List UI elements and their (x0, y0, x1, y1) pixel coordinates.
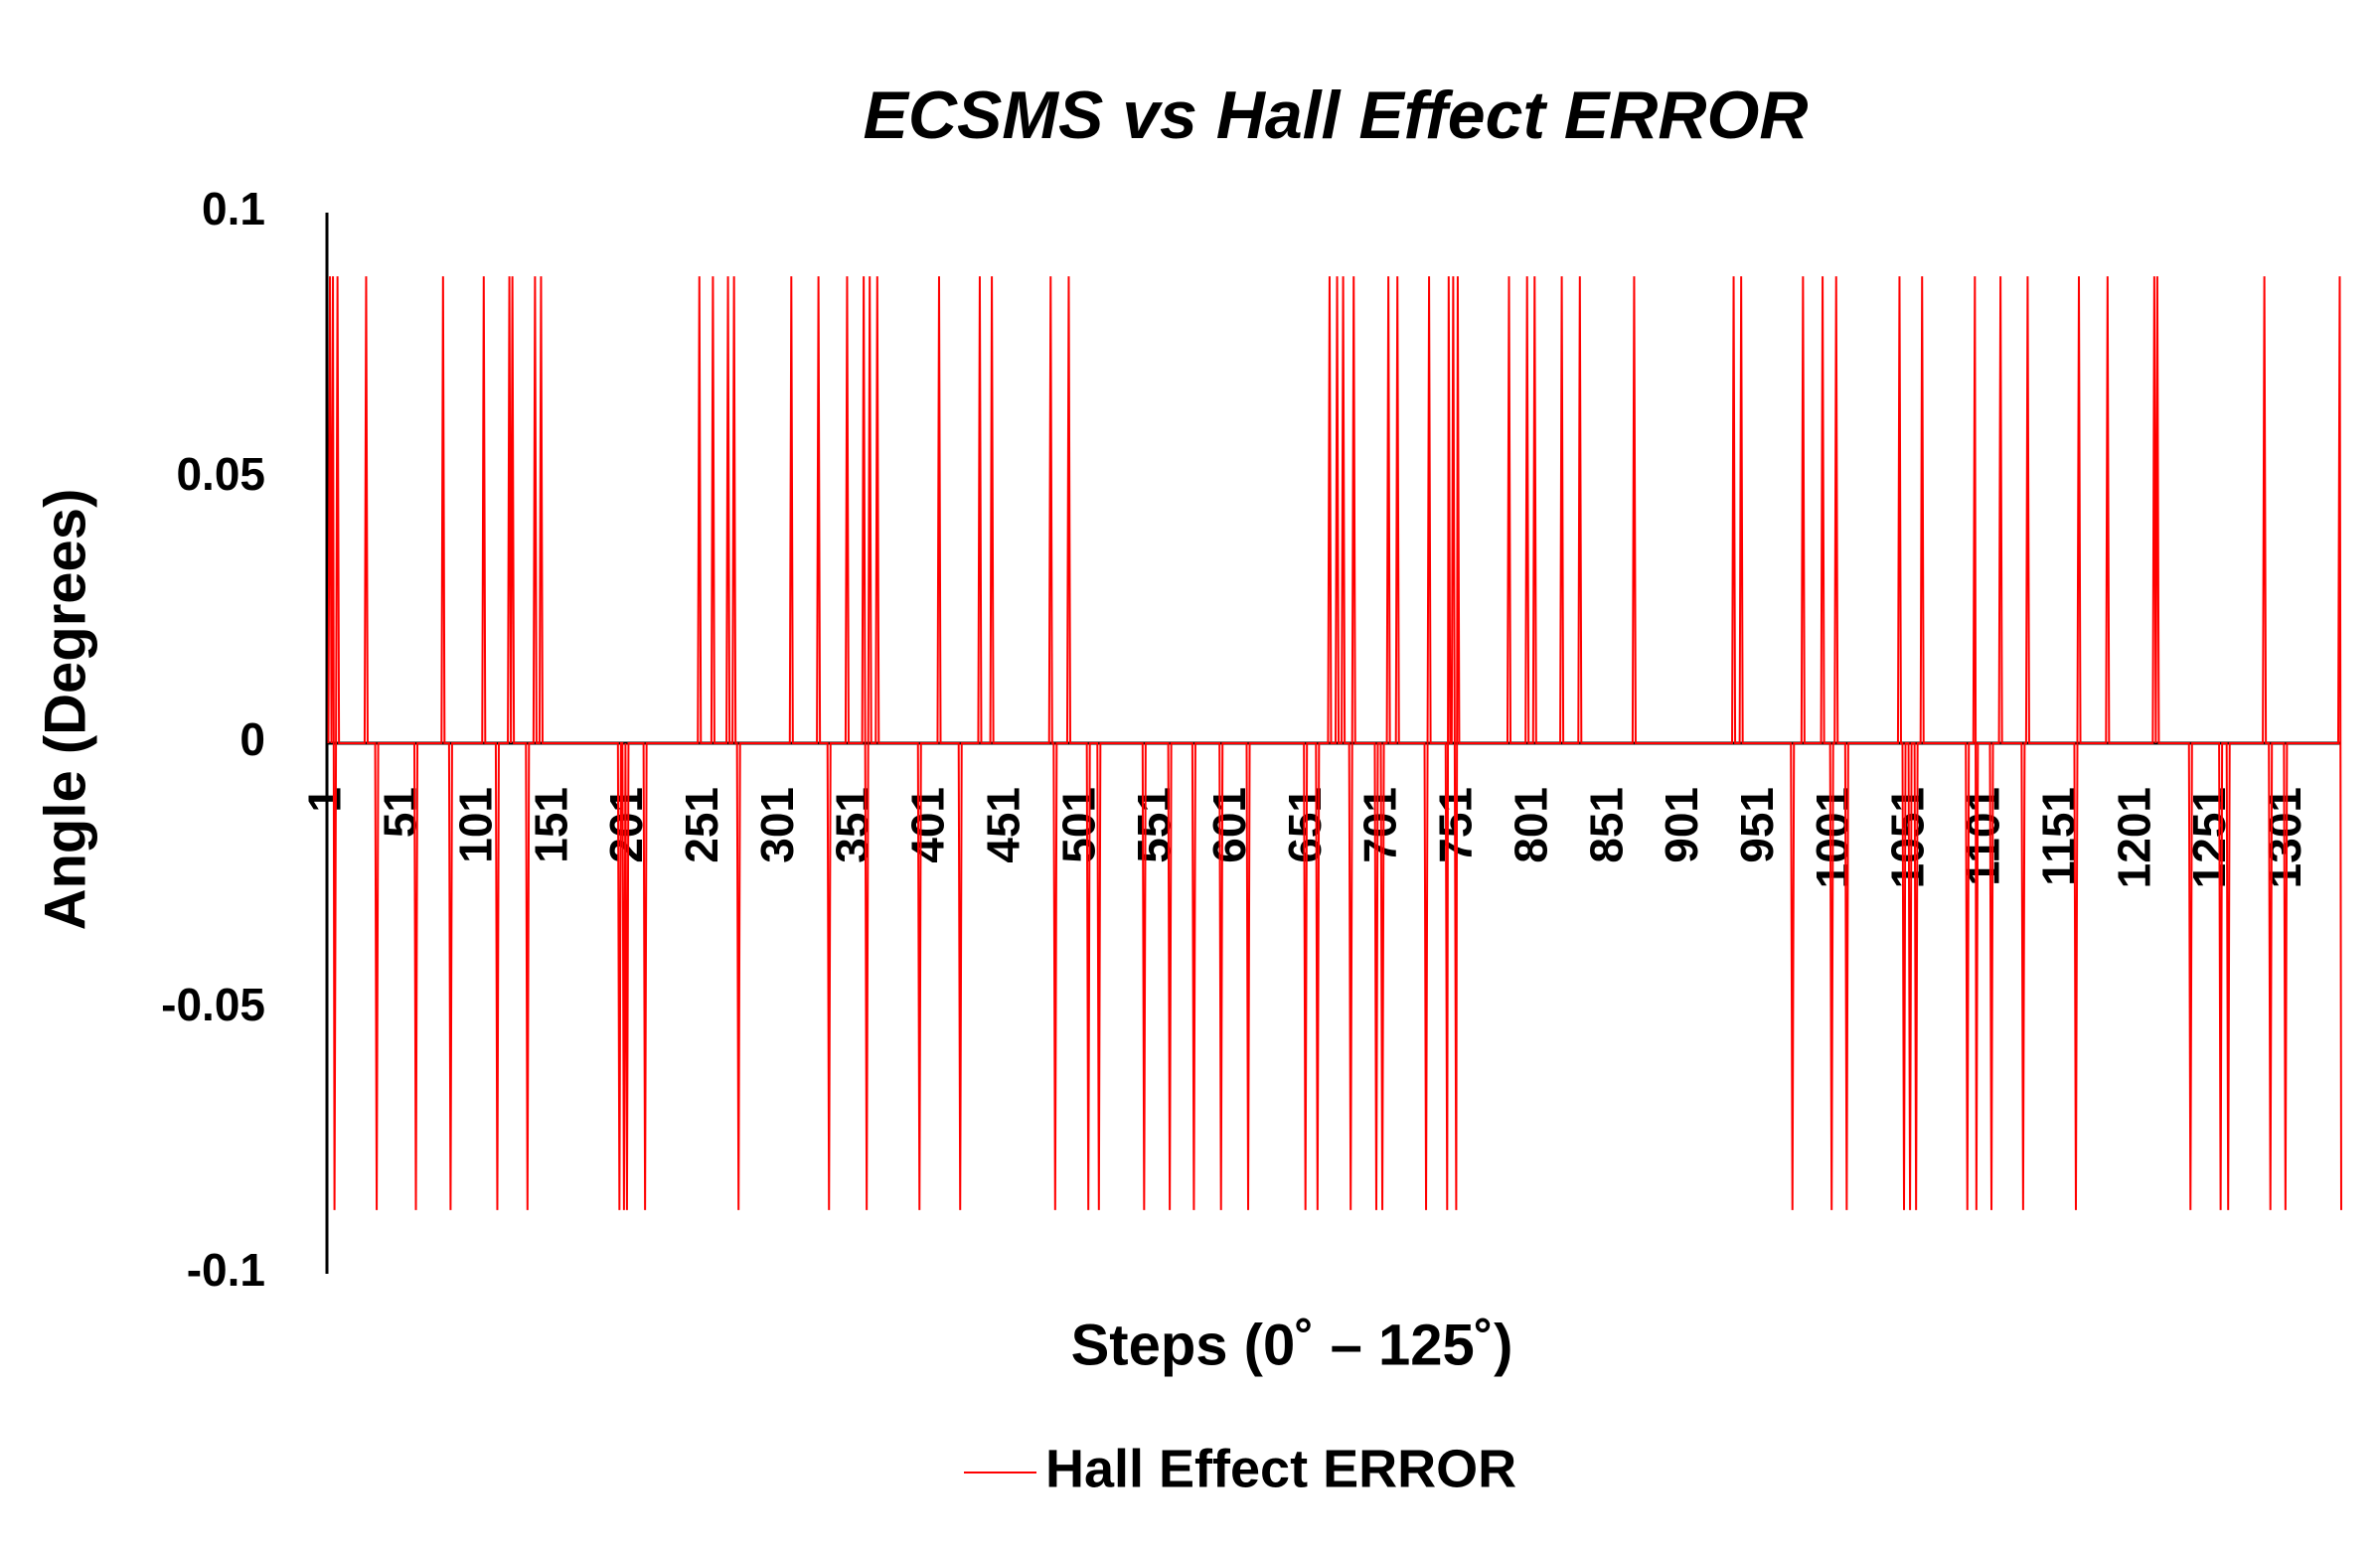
x-tick-label: 1 (299, 787, 351, 813)
x-tick-label: 101 (449, 787, 501, 863)
x-tick-label: 851 (1580, 787, 1632, 863)
x-axis-title: Steps (0˚ – 125˚) (1071, 1313, 1513, 1377)
x-tick-label: 1051 (1882, 787, 1934, 888)
x-tick-label: 501 (1052, 787, 1104, 863)
y-tick-label: -0.05 (161, 979, 265, 1030)
series-line (327, 276, 2342, 1210)
chart-title: ECSMS vs Hall Effect ERROR (863, 78, 1808, 153)
y-tick-label: 0 (239, 713, 265, 765)
y-axis-title: Angle (Degrees) (33, 489, 97, 931)
x-tick-label: 401 (902, 787, 954, 863)
y-tick-label: -0.1 (187, 1244, 265, 1296)
legend-label: Hall Effect ERROR (1045, 1439, 1516, 1498)
x-tick-label: 351 (827, 787, 878, 863)
y-tick-label: 0.1 (202, 183, 265, 234)
x-tick-label: 951 (1731, 787, 1783, 863)
x-tick-label: 451 (977, 787, 1029, 863)
x-tick-label: 251 (676, 787, 727, 863)
x-tick-label: 801 (1505, 787, 1556, 863)
x-tick-label: 301 (751, 787, 803, 863)
x-tick-label: 901 (1656, 787, 1707, 863)
y-tick-label: 0.05 (176, 448, 265, 500)
x-tick-label: 151 (525, 787, 576, 863)
x-tick-label: 1201 (2108, 787, 2159, 888)
